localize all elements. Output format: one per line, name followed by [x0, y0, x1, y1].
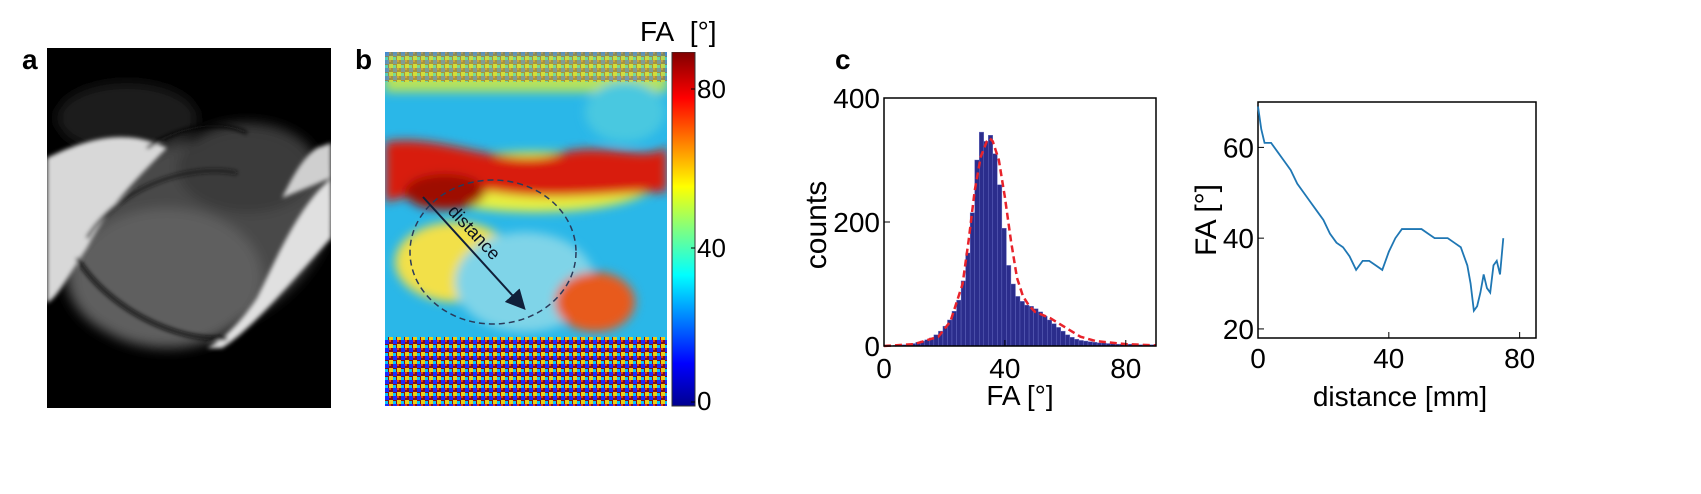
profile-x-label: distance [mm] — [1313, 381, 1487, 412]
histogram-bar — [1024, 304, 1030, 347]
panel-label-a: a — [22, 44, 38, 75]
colorbar-tick-label: 80 — [697, 74, 726, 104]
colorbar-gradient — [671, 52, 696, 407]
histogram-bar — [1015, 296, 1021, 347]
x-tick-label: 80 — [1504, 343, 1535, 374]
colorbar: 80 40 0 — [671, 52, 726, 412]
fa-profile-line — [1257, 106, 1505, 314]
y-tick-label: 60 — [1223, 132, 1254, 163]
colorbar-tick-label: 40 — [697, 233, 726, 263]
histogram-bar — [1028, 306, 1034, 347]
mri-magnitude-image — [47, 48, 331, 408]
histogram-bar — [1047, 319, 1052, 347]
histogram-bar — [942, 325, 948, 347]
histogram-bar — [1056, 327, 1061, 347]
histogram-bar — [988, 135, 993, 347]
histogram-bar — [956, 299, 962, 347]
histogram-y-label: counts — [800, 181, 833, 269]
histogram-bar — [1060, 330, 1066, 347]
x-tick-label: 40 — [1373, 343, 1404, 374]
histogram-bar — [983, 141, 989, 347]
colorbar-title: FA [°] — [640, 16, 717, 48]
histogram-bar — [1065, 334, 1071, 347]
profile-y-label: FA [°] — [1190, 184, 1223, 256]
panel-label-b: b — [355, 44, 373, 75]
histogram-bar — [1069, 337, 1075, 347]
colorbar-title-text: FA — [640, 16, 675, 47]
flip-angle-map: distance — [385, 52, 667, 406]
histogram-bar — [997, 184, 1003, 347]
histogram-bar — [965, 252, 971, 347]
histogram-bar — [1033, 308, 1039, 347]
histogram-bar — [1006, 265, 1012, 347]
histogram-bar — [933, 334, 939, 347]
y-tick-label: 400 — [833, 83, 880, 114]
histogram-bar — [1010, 283, 1016, 347]
x-tick-label: 80 — [1110, 353, 1141, 384]
histogram-bars — [892, 131, 1157, 347]
colorbar-tick-label: 0 — [697, 386, 711, 412]
x-tick-label: 0 — [876, 353, 892, 384]
histogram-x-label: FA [°] — [986, 380, 1053, 411]
x-tick-label: 40 — [989, 353, 1020, 384]
histogram-bar — [1019, 301, 1025, 347]
y-tick-label: 20 — [1223, 314, 1254, 345]
y-tick-label: 0 — [864, 331, 880, 362]
profile-axes-frame — [1257, 101, 1537, 339]
histogram-bar — [1078, 340, 1084, 347]
histogram-bar — [992, 153, 998, 347]
colorbar-unit: [°] — [689, 16, 717, 47]
y-tick-label: 40 — [1223, 223, 1254, 254]
histogram-bar — [960, 280, 966, 347]
profile-chart: 0 40 80 60 40 20 distance [mm] FA [°] — [1190, 101, 1537, 412]
histogram-bar — [1074, 338, 1080, 347]
y-tick-label: 200 — [833, 207, 880, 238]
x-tick-label: 0 — [1250, 343, 1266, 374]
panel-label-c: c — [835, 44, 851, 75]
histogram-bar — [1042, 316, 1048, 347]
histogram-bar — [1051, 323, 1057, 347]
histogram-chart: 0 40 80 400 200 0 FA [°] counts — [800, 83, 1157, 411]
histogram-bar — [1037, 311, 1043, 347]
histogram-bar — [1001, 227, 1007, 347]
